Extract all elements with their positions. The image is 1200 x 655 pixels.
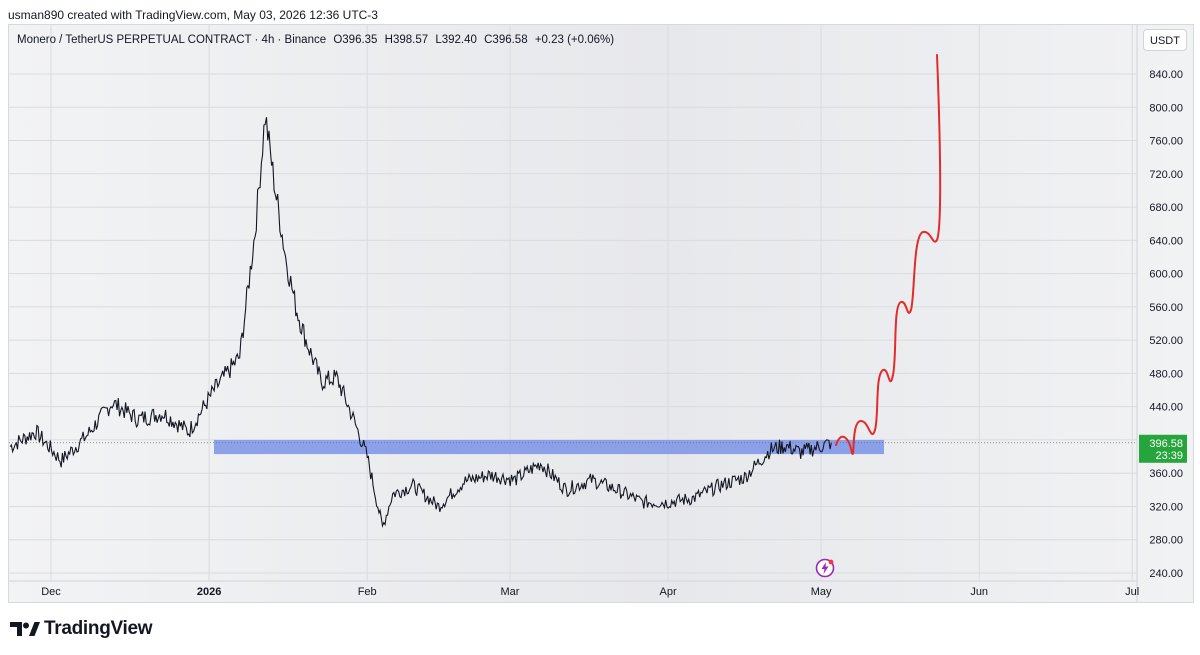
price-tick-label: 840.00 bbox=[1149, 69, 1183, 81]
price-tick-label: 480.00 bbox=[1149, 368, 1183, 380]
price-tick-label: 760.00 bbox=[1149, 136, 1183, 148]
ohlc-open: O396.35 bbox=[333, 34, 378, 46]
currency-button[interactable]: USDT bbox=[1143, 29, 1187, 51]
bar-countdown: 23:39 bbox=[1155, 450, 1183, 462]
tv-logo-icon bbox=[10, 622, 40, 636]
price-tick-label: 720.00 bbox=[1149, 169, 1183, 181]
current-price-badge bbox=[1139, 434, 1187, 463]
time-tick-label: May bbox=[811, 586, 832, 598]
price-tick-label: 680.00 bbox=[1149, 202, 1183, 214]
time-tick-label: Feb bbox=[358, 586, 377, 598]
price-tick-label: 640.00 bbox=[1149, 235, 1183, 247]
ohlc-low: L392.40 bbox=[435, 34, 477, 46]
price-tick-label: 360.00 bbox=[1149, 468, 1183, 480]
time-tick-label: Dec bbox=[41, 586, 61, 598]
ohlc-change: +0.23 (+0.06%) bbox=[534, 34, 615, 46]
support-zone-rect[interactable] bbox=[214, 439, 884, 455]
tradingview-wordmark: TradingView bbox=[44, 618, 153, 639]
tradingview-logo[interactable]: TradingView bbox=[10, 618, 153, 640]
price-tick-label: 440.00 bbox=[1149, 402, 1183, 414]
attribution-text: usman890 created with TradingView.com, M… bbox=[8, 8, 378, 22]
price-chart[interactable]: 840.00 800.00 760.00 720.00 680.00 640.00 600.… bbox=[9, 25, 1194, 603]
time-tick-label: Mar bbox=[501, 586, 520, 598]
symbol-legend: Monero / TetherUS PERPETUAL CONTRACT · 4… bbox=[17, 34, 618, 46]
time-tick-label: 2026 bbox=[197, 586, 221, 598]
alert-lightning-icon[interactable] bbox=[815, 558, 835, 578]
price-series-line[interactable] bbox=[9, 117, 832, 529]
price-tick-label: 320.00 bbox=[1149, 501, 1183, 513]
chart-panel[interactable]: 840.00 800.00 760.00 720.00 680.00 640.00 600.… bbox=[8, 24, 1194, 603]
price-tick-label: 600.00 bbox=[1149, 269, 1183, 281]
symbol-name: Monero / TetherUS PERPETUAL CONTRACT · 4… bbox=[17, 34, 327, 46]
price-tick-label: 560.00 bbox=[1149, 302, 1183, 314]
ohlc-close: C396.58 bbox=[484, 34, 528, 46]
price-tick-label: 240.00 bbox=[1149, 568, 1183, 580]
time-tick-label: Apr bbox=[660, 586, 677, 598]
ohlc-high: H398.57 bbox=[384, 34, 429, 46]
time-tick-label: Jul bbox=[1125, 586, 1139, 598]
time-tick-label: Jun bbox=[970, 586, 988, 598]
price-tick-label: 280.00 bbox=[1149, 535, 1183, 547]
price-tick-label: 520.00 bbox=[1149, 335, 1183, 347]
projection-drawing[interactable] bbox=[835, 54, 942, 455]
current-price-value: 396.58 bbox=[1149, 438, 1183, 450]
price-tick-label: 800.00 bbox=[1149, 102, 1183, 114]
